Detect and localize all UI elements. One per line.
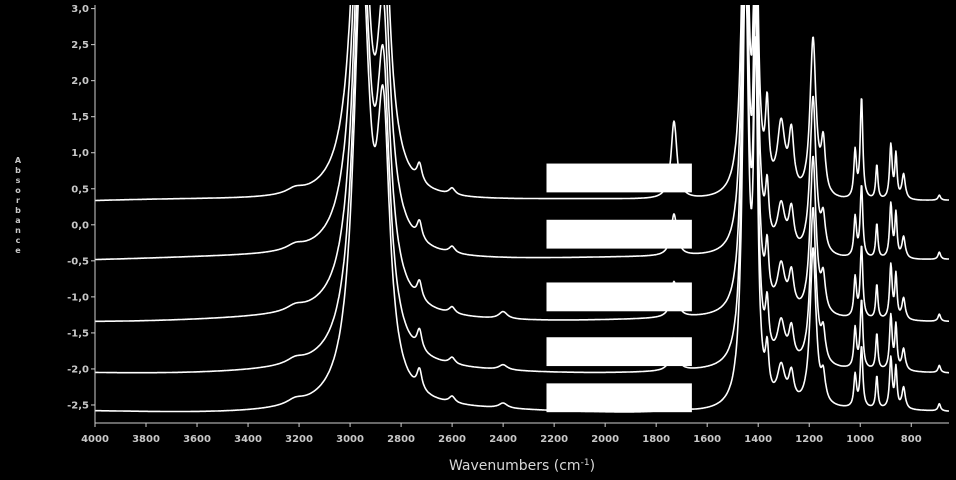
- y-tick-label: 3,0: [71, 4, 89, 15]
- x-tick-label: 3000: [336, 434, 364, 445]
- y-axis-title-letter: s: [16, 176, 21, 185]
- spectra-traces: [95, 5, 949, 413]
- x-tick-label: 1400: [744, 434, 772, 445]
- x-tick-label: 2800: [387, 434, 415, 445]
- y-tick-label: 0,5: [71, 184, 89, 195]
- x-axis-title-sup: -1: [581, 458, 590, 468]
- x-axis-title: Wavenumbers (cm-1): [449, 458, 595, 474]
- x-axis-title-close: ): [590, 458, 595, 474]
- y-tick-label: -0,5: [67, 256, 89, 267]
- x-tick-label: 3600: [183, 434, 211, 445]
- y-axis-title-letter: e: [15, 246, 21, 255]
- x-tick-label: 2400: [489, 434, 517, 445]
- spectrum-trace: [95, 5, 949, 261]
- y-tick-label: 2,0: [71, 76, 89, 87]
- y-axis-title-letter: o: [15, 186, 21, 195]
- y-tick-label: -2,5: [67, 400, 89, 411]
- label-boxes: [546, 163, 692, 413]
- y-axis-ticks: 3,0 2,5 2,0 1,5 1,0 0,5 0,0 -0,5 -1,0 -1,5 -2,0 -2,…: [67, 4, 95, 411]
- y-axis-title-letter: c: [16, 236, 21, 245]
- y-tick-label: 1,5: [71, 112, 89, 123]
- axes-frame: [94, 5, 949, 424]
- spectrum-trace: [95, 5, 949, 374]
- x-tick-label: 4000: [81, 434, 109, 445]
- y-tick-label: 2,5: [71, 40, 89, 51]
- spectrum-trace: [95, 5, 949, 323]
- y-axis-title-letter: b: [15, 166, 21, 175]
- x-tick-label: 2000: [591, 434, 619, 445]
- y-axis-title-letter: b: [15, 206, 21, 215]
- spectrum-trace: [95, 5, 949, 413]
- label-box: [546, 383, 692, 413]
- label-box: [546, 163, 692, 193]
- x-tick-label: 3400: [234, 434, 262, 445]
- y-tick-label: -2,0: [67, 364, 89, 375]
- x-axis-title-base: Wavenumbers (cm: [449, 458, 581, 474]
- x-tick-label: 3200: [285, 434, 313, 445]
- y-tick-label: -1,0: [67, 292, 89, 303]
- x-tick-label: 1200: [795, 434, 823, 445]
- x-tick-label: 800: [901, 434, 922, 445]
- spectrum-trace: [95, 5, 949, 202]
- y-axis-title-letter: A: [15, 156, 22, 165]
- label-box: [546, 337, 692, 367]
- plot-area: [95, 5, 949, 413]
- x-tick-label: 2200: [540, 434, 568, 445]
- y-tick-label: -1,5: [67, 328, 89, 339]
- x-tick-label: 1600: [693, 434, 721, 445]
- y-axis-title-letter: a: [15, 216, 20, 225]
- label-box: [546, 219, 692, 249]
- y-tick-label: 0,0: [71, 220, 89, 231]
- y-axis-title-letter: r: [16, 196, 20, 205]
- x-tick-label: 1800: [642, 434, 670, 445]
- y-tick-label: 1,0: [71, 148, 89, 159]
- x-axis-ticks: 4000 3800 3600 3400 3200 3000 2800 2600 2400 2200…: [81, 423, 922, 445]
- x-tick-label: 1000: [846, 434, 874, 445]
- label-box: [546, 282, 692, 312]
- x-tick-label: 2600: [438, 434, 466, 445]
- y-axis-title-letter: n: [15, 226, 21, 235]
- x-tick-label: 3800: [132, 434, 160, 445]
